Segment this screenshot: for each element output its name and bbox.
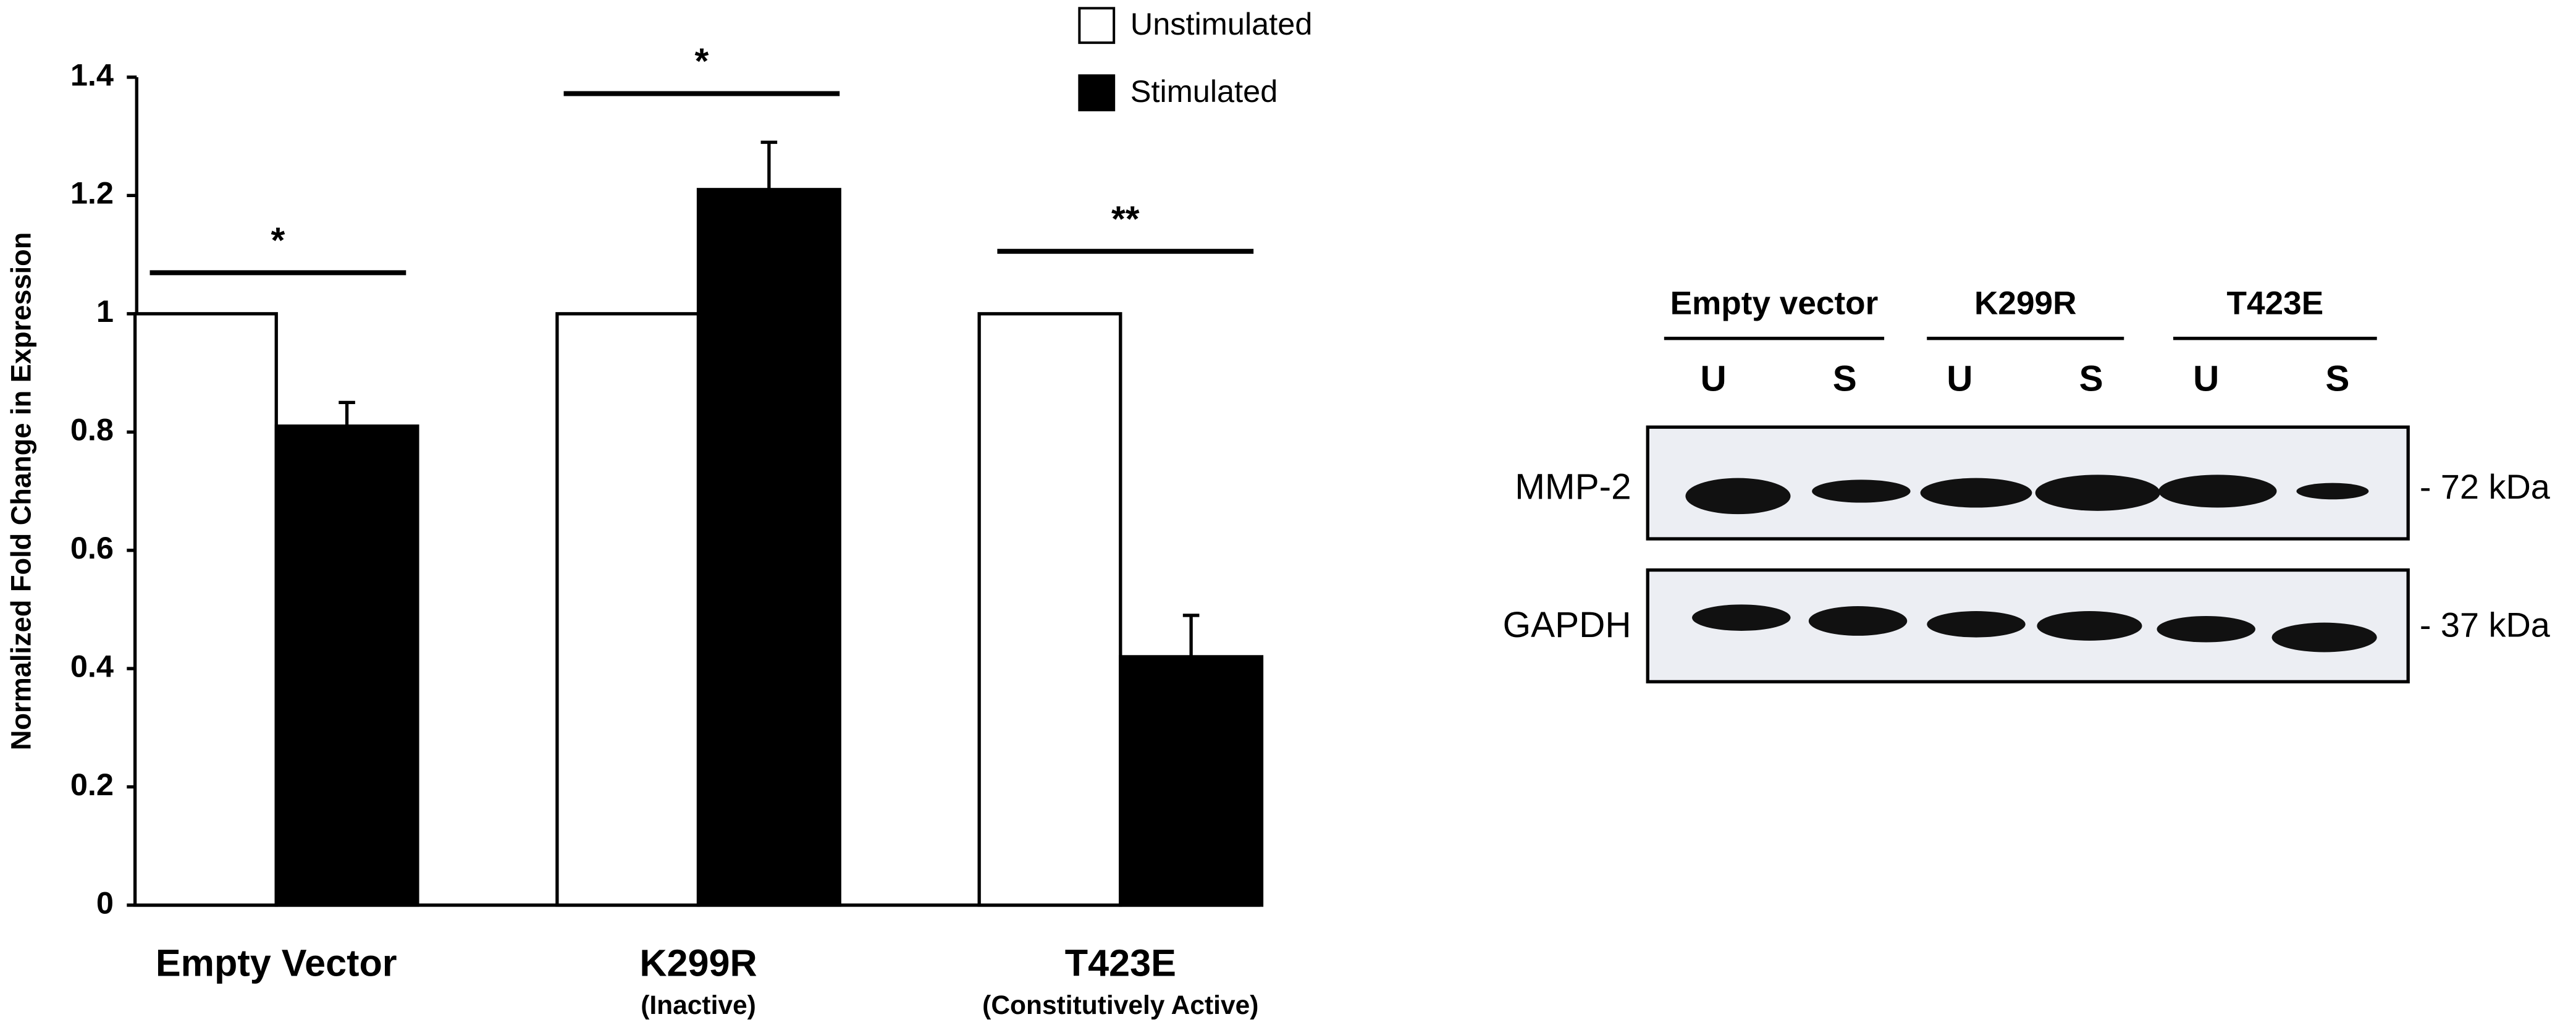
blot-marker: - 72 kDa [2420,467,2551,506]
lane-label: U [2193,358,2219,399]
blot-row-label: GAPDH [1503,605,1631,645]
bar [274,424,419,907]
bar [977,312,1122,907]
y-tick-label: 0.8 [70,412,114,447]
x-tick-label: T423E [1065,942,1176,984]
legend-label: Stimulated [1130,74,1278,109]
lane-label: S [2079,358,2103,399]
blot-row-label: MMP-2 [1515,467,1631,507]
error-bar [1182,614,1200,657]
bar [696,188,841,907]
bar [133,312,278,907]
y-tick-label: 1 [96,293,114,329]
y-axis-label: Normalized Fold Change in Expression [6,232,37,751]
x-tick-note: (Constitutively Active) [982,990,1258,1020]
bar [555,312,701,907]
legend-label: Unstimulated [1130,6,1313,41]
legend-swatch [1078,7,1116,44]
x-tick-label: Empty Vector [156,942,397,984]
y-tick-label: 0.2 [70,767,114,802]
blot-marker: - 37 kDa [2420,605,2551,644]
significance-label: * [271,221,285,261]
legend-swatch [1078,74,1116,112]
lane-group-label: Empty vector [1670,285,1879,322]
lane-group-label: T423E [2227,285,2324,322]
y-tick-label: 0 [96,885,114,920]
significance-label: * [694,41,709,82]
x-tick-note: (Inactive) [641,990,756,1020]
error-bar [760,140,778,190]
lane-group-label: K299R [1974,285,2076,322]
bar [1119,655,1264,907]
error-bar [339,400,355,426]
lane-label: S [1833,358,1857,399]
y-tick-label: 1.4 [70,57,114,92]
y-tick-label: 0.4 [70,648,114,683]
lane-label: U [1947,358,1972,399]
significance-label: ** [1111,199,1140,239]
y-tick-label: 1.2 [70,175,114,211]
blot-panel [1646,425,2410,541]
lane-label: S [2325,358,2349,399]
x-tick-label: K299R [639,942,757,984]
lane-label: U [1700,358,1726,399]
bands [1685,475,2377,652]
y-tick-label: 0.6 [70,530,114,565]
